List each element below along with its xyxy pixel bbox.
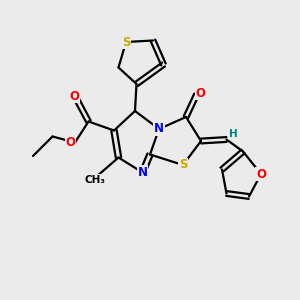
Text: S: S (122, 35, 130, 49)
Text: O: O (195, 86, 205, 100)
Text: CH₃: CH₃ (84, 175, 105, 185)
Text: N: N (137, 166, 148, 179)
Text: O: O (69, 89, 79, 103)
Text: N: N (154, 122, 164, 136)
Text: O: O (256, 167, 266, 181)
Text: O: O (65, 136, 76, 149)
Text: S: S (179, 158, 187, 172)
Text: H: H (229, 129, 238, 139)
